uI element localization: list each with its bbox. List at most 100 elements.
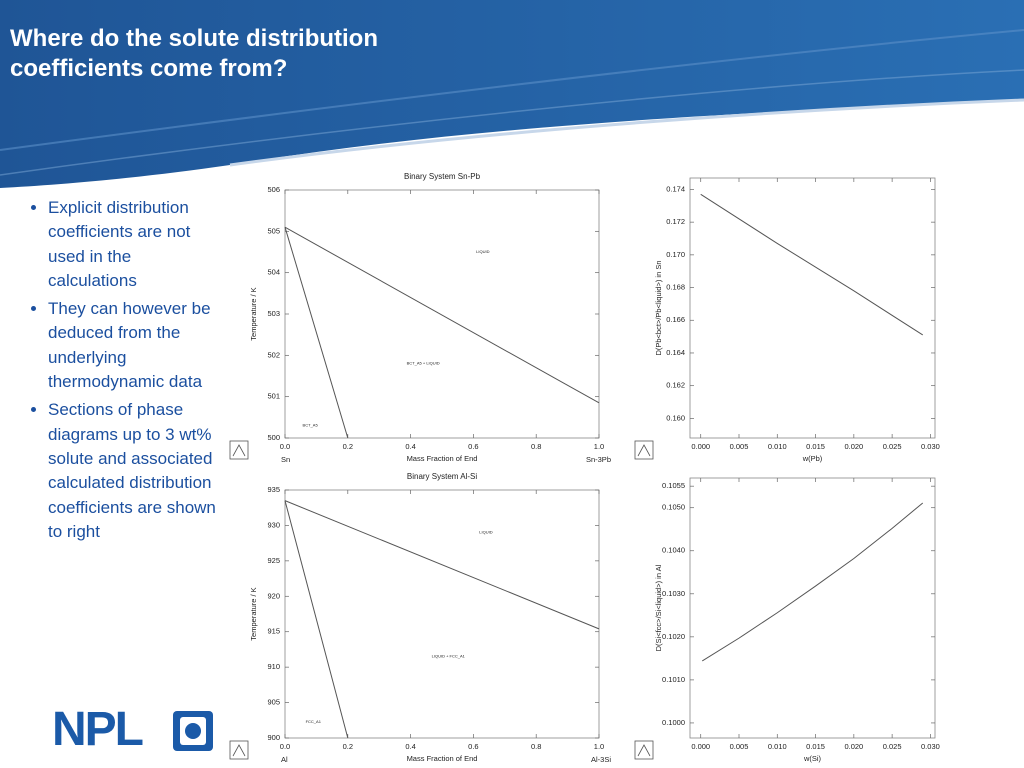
software-badge-mark	[232, 444, 246, 457]
x-tick-label: 0.8	[531, 742, 541, 751]
plot-frame	[689, 177, 936, 439]
x-tick-label: 0.4	[405, 442, 415, 451]
wave-line	[0, 69, 1024, 176]
y-tick-label: 905	[267, 698, 280, 707]
y-tick-label: 504	[267, 268, 280, 277]
y-tick-label: 0.1030	[662, 589, 685, 598]
bullet-list: Explicit distribution coefficients are n…	[14, 196, 219, 548]
logo-text: NPL	[52, 703, 144, 756]
software-badge	[229, 440, 249, 460]
x-tick-label: 0.030	[921, 442, 940, 451]
x-tick-label: 0.020	[844, 442, 863, 451]
x-axis-label: Mass Fraction of End	[407, 454, 478, 463]
phase-label: BCT_A5	[303, 423, 319, 428]
y-tick-label: 0.160	[666, 413, 685, 422]
y-tick-label: 0.1040	[662, 546, 685, 555]
x-tick-label: 0.4	[405, 742, 415, 751]
x-tick-label: 1.0	[594, 442, 604, 451]
plot-frame	[689, 477, 936, 739]
data-line	[284, 500, 600, 630]
y-tick-label: 930	[267, 520, 280, 529]
y-tick-label: 500	[267, 433, 280, 442]
phase-label: LIQUID	[479, 530, 492, 535]
bullet: Sections of phase diagrams up to 3 wt% s…	[48, 398, 219, 544]
software-badge-mark	[232, 744, 246, 757]
y-tick-label: 0.1000	[662, 718, 685, 727]
slide-title: Where do the solute distribution coeffic…	[10, 25, 378, 82]
x-tick-label: 0.2	[343, 742, 353, 751]
software-badge-mark	[637, 444, 651, 457]
chart-title: Binary System Sn-Pb	[404, 172, 481, 181]
y-tick-label: 0.1010	[662, 675, 685, 684]
wave-edge	[229, 98, 1024, 167]
x-tick-label: 0.015	[806, 442, 825, 451]
y-tick-label: 0.172	[666, 217, 685, 226]
x-end-label: Sn-3Pb	[586, 455, 611, 464]
y-tick-label: 0.164	[666, 348, 685, 357]
y-tick-label: 503	[267, 309, 280, 318]
y-axis-label: D(Pb<bct>/Pb<liquid>) in Sn	[654, 260, 663, 355]
y-tick-label: 0.1050	[662, 503, 685, 512]
y-axis-label: Temperature / K	[249, 587, 258, 640]
y-tick-label: 0.162	[666, 381, 685, 390]
y-axis-label: Temperature / K	[249, 287, 258, 340]
x-tick-label: 0.030	[921, 742, 940, 751]
y-tick-label: 0.166	[666, 315, 685, 324]
x-tick-label: 1.0	[594, 742, 604, 751]
x-tick-label: 0.005	[730, 442, 749, 451]
x-tick-label: 0.6	[468, 742, 478, 751]
y-tick-label: 0.1055	[662, 481, 685, 490]
y-axis-label: D(Si<fcc>/Si<liquid>) in Al	[654, 564, 663, 651]
data-line	[284, 500, 349, 739]
x-tick-label: 0.0	[280, 742, 290, 751]
x-tick-label: 0.015	[806, 742, 825, 751]
y-tick-label: 910	[267, 662, 280, 671]
x-tick-label: 0.000	[691, 742, 710, 751]
x-tick-label: 0.0	[280, 442, 290, 451]
software-badge	[634, 740, 654, 760]
software-badge-mark	[637, 744, 651, 757]
x-tick-label: 0.2	[343, 442, 353, 451]
y-tick-label: 925	[267, 556, 280, 565]
data-line	[701, 502, 924, 662]
y-tick-label: 0.174	[666, 184, 685, 193]
y-tick-label: 935	[267, 485, 280, 494]
software-badge	[229, 740, 249, 760]
x-tick-label: 0.020	[844, 742, 863, 751]
logo-emblem	[173, 711, 213, 751]
y-tick-label: 900	[267, 733, 280, 742]
x-axis-label: w(Pb)	[802, 454, 823, 463]
phase-label: BCT_A5 + LIQUID	[407, 361, 440, 366]
phase-label: LIQUID	[476, 249, 489, 254]
x-axis-label: Mass Fraction of End	[407, 754, 478, 763]
x-tick-label: 0.025	[883, 442, 902, 451]
x-tick-label: 0.005	[730, 742, 749, 751]
y-tick-label: 0.170	[666, 250, 685, 259]
bullet: They can however be deduced from the und…	[48, 297, 219, 394]
plot-frame	[284, 489, 600, 739]
data-line	[700, 193, 924, 336]
chart-title: Binary System Al-Si	[407, 472, 477, 481]
software-badge	[634, 440, 654, 460]
y-tick-label: 505	[267, 226, 280, 235]
x-axis-label: w(Si)	[803, 754, 822, 763]
x-tick-label: 0.025	[883, 742, 902, 751]
x-tick-label: 0.010	[768, 442, 787, 451]
bullet: Explicit distribution coefficients are n…	[48, 196, 219, 293]
x-tick-label: 0.010	[768, 742, 787, 751]
y-tick-label: 920	[267, 591, 280, 600]
y-tick-label: 0.1020	[662, 632, 685, 641]
x-end-label: Al-3Si	[591, 755, 611, 764]
phase-label: FCC_A1	[306, 719, 322, 724]
wave-line	[0, 29, 1024, 151]
y-tick-label: 0.168	[666, 283, 685, 292]
x-tick-label: 0.8	[531, 442, 541, 451]
y-tick-label: 501	[267, 392, 280, 401]
y-tick-label: 502	[267, 350, 280, 359]
x-tick-label: 0.6	[468, 442, 478, 451]
x-tick-label: 0.000	[691, 442, 710, 451]
x-end-label: Al	[281, 755, 288, 764]
data-line	[284, 227, 349, 439]
